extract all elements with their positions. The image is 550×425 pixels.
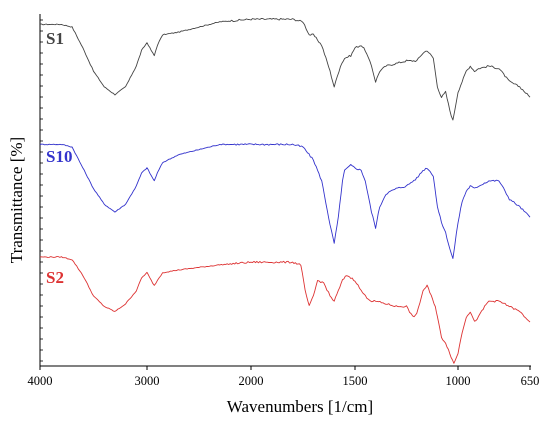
x-tick-label: 650 <box>521 374 540 388</box>
x-tick-label: 4000 <box>28 374 53 388</box>
x-tick-label: 2000 <box>239 374 264 388</box>
x-axis-title: Wavenumbers [1/cm] <box>227 397 373 416</box>
series-line-s1 <box>40 17 531 121</box>
series-line-s10 <box>39 143 531 259</box>
plot-frame <box>39 14 531 367</box>
x-tick-label: 1500 <box>343 374 368 388</box>
series-label-s1: S1 <box>46 29 64 48</box>
x-tick-label: 1000 <box>446 374 471 388</box>
y-axis-ticks <box>40 19 43 362</box>
series-label-s2: S2 <box>46 268 64 287</box>
series-line-s2 <box>39 256 531 364</box>
x-axis-ticks: 4000 3000 2000 1500 1000 650 <box>28 366 540 388</box>
series-label-s10: S10 <box>46 147 72 166</box>
series-labels: S1 S10 S2 <box>46 29 72 287</box>
series-lines <box>39 17 531 364</box>
x-tick-label: 3000 <box>135 374 160 388</box>
y-axis-title: Transmittance [%] <box>7 137 26 263</box>
